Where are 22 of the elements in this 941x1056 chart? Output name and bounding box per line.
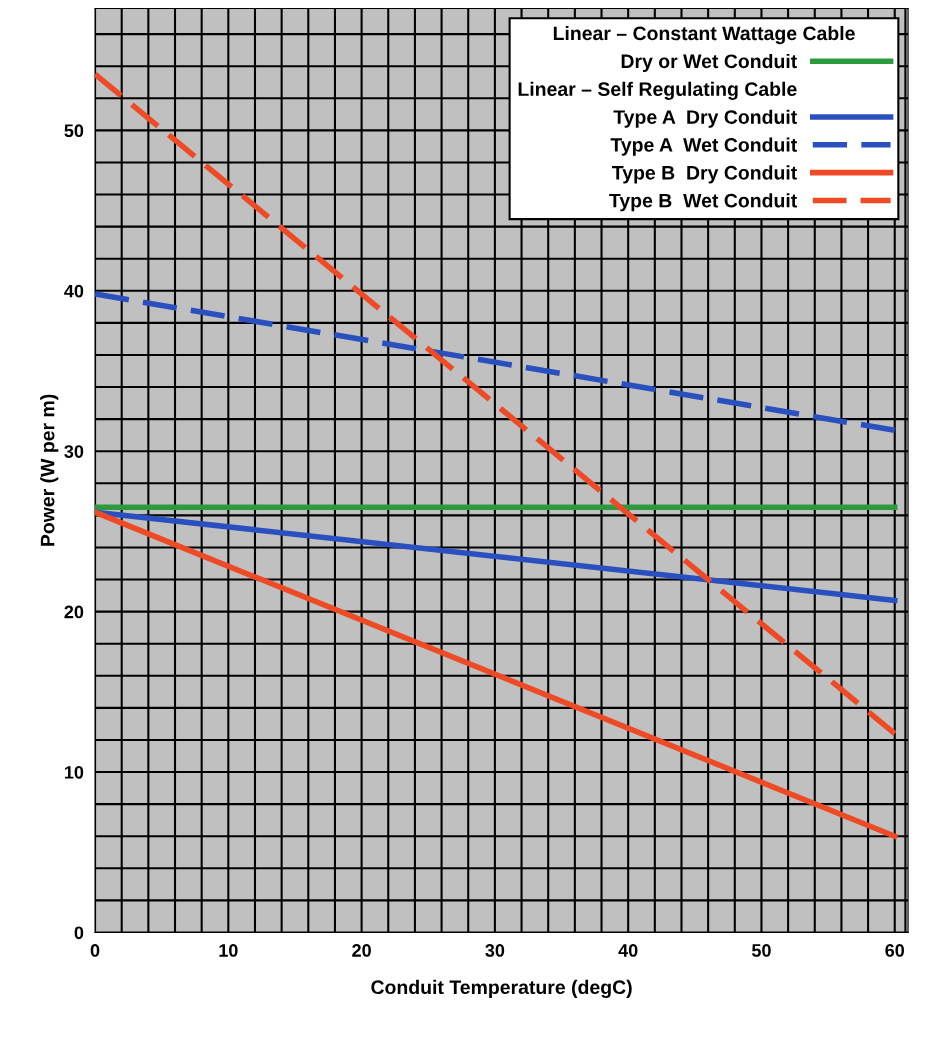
x-tick-label: 30 <box>485 944 505 957</box>
x-tick-label: 60 <box>885 944 905 957</box>
x-axis-title: Conduit Temperature (degC) <box>371 979 632 999</box>
legend-title: Linear – Constant Wattage Cable <box>553 25 855 45</box>
legend-label: Type B Dry Conduit <box>612 165 797 184</box>
legend-label: Type A Wet Conduit <box>610 137 798 156</box>
y-tick-label: 0 <box>74 926 84 940</box>
y-tick-label: 40 <box>64 284 84 298</box>
y-tick-label: 20 <box>64 605 84 619</box>
x-tick-label: 40 <box>618 944 638 957</box>
annotation: Linear – Self Regulating Cable <box>518 81 797 100</box>
y-axis-title: Power (W per m) <box>40 394 59 546</box>
legend-label: Type A Dry Conduit <box>613 109 797 128</box>
legend-label: Dry or Wet Conduit <box>621 53 797 73</box>
y-tick-label: 30 <box>64 445 84 458</box>
x-tick-label: 50 <box>751 944 771 957</box>
legend-label: Type B Wet Conduit <box>609 193 798 212</box>
x-tick-label: 20 <box>352 944 371 957</box>
x-tick-label: 10 <box>219 944 238 957</box>
x-tick-label: 0 <box>90 944 100 957</box>
y-tick-label: 50 <box>64 124 84 138</box>
y-tick-label: 10 <box>64 765 84 779</box>
